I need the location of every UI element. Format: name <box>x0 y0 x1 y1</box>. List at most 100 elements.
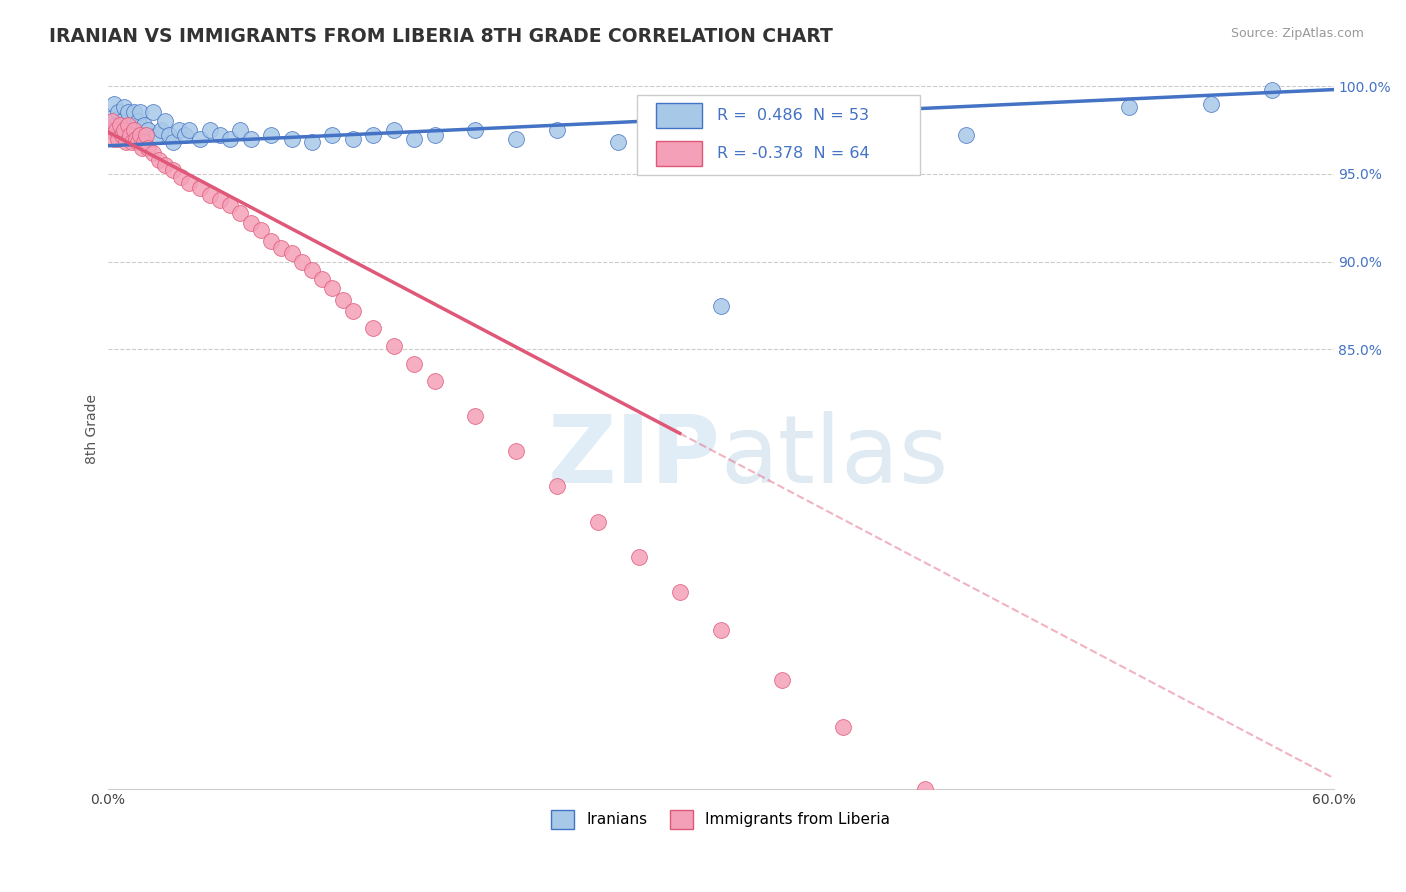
Point <box>103 96 125 111</box>
Point <box>149 123 172 137</box>
Point <box>423 374 446 388</box>
Point <box>100 111 122 125</box>
Text: Source: ZipAtlas.com: Source: ZipAtlas.com <box>1230 27 1364 40</box>
Point <box>131 140 153 154</box>
Point <box>914 781 936 796</box>
Point <box>112 123 135 137</box>
Point <box>127 114 149 128</box>
Point <box>208 193 231 207</box>
Point <box>188 181 211 195</box>
FancyBboxPatch shape <box>655 103 702 128</box>
Point <box>103 132 125 146</box>
Point <box>229 123 252 137</box>
Point <box>157 128 180 143</box>
Point <box>382 123 405 137</box>
Point <box>404 357 426 371</box>
Point <box>239 216 262 230</box>
Point <box>311 272 333 286</box>
Point <box>138 140 160 154</box>
Point <box>112 100 135 114</box>
Point <box>134 136 156 150</box>
Point <box>280 132 302 146</box>
Point <box>321 128 343 143</box>
Point <box>995 820 1018 834</box>
Point <box>135 128 157 143</box>
Point <box>129 128 152 143</box>
Point <box>332 293 354 308</box>
Point <box>111 114 134 128</box>
Point <box>627 549 650 564</box>
Point <box>148 153 170 167</box>
FancyBboxPatch shape <box>637 95 921 175</box>
Point <box>709 299 731 313</box>
Point <box>120 128 142 143</box>
Point <box>423 128 446 143</box>
Point <box>131 128 153 143</box>
Point <box>121 128 143 143</box>
Point <box>104 118 127 132</box>
Point <box>98 123 121 137</box>
FancyBboxPatch shape <box>655 141 702 166</box>
Point <box>361 321 384 335</box>
Point <box>179 176 201 190</box>
Point <box>208 128 231 143</box>
Point <box>122 123 145 137</box>
Point <box>145 128 167 143</box>
Point <box>174 128 197 143</box>
Point <box>250 223 273 237</box>
Point <box>125 123 148 137</box>
Point <box>219 198 242 212</box>
Point <box>505 444 527 458</box>
Point <box>464 409 486 424</box>
Point <box>301 136 323 150</box>
Point <box>115 136 138 150</box>
Point <box>1199 96 1222 111</box>
Point <box>811 123 834 137</box>
Point <box>239 132 262 146</box>
Point <box>170 170 193 185</box>
Point <box>342 304 364 318</box>
Point <box>167 123 190 137</box>
Point <box>291 254 314 268</box>
Y-axis label: 8th Grade: 8th Grade <box>86 393 100 464</box>
Point <box>546 479 568 493</box>
Point <box>301 263 323 277</box>
Point <box>142 145 165 160</box>
Point <box>104 123 127 137</box>
Point <box>770 673 793 687</box>
Point <box>121 136 143 150</box>
Point <box>668 584 690 599</box>
Point <box>1118 100 1140 114</box>
Point <box>260 128 283 143</box>
Point <box>107 132 129 146</box>
Point <box>122 105 145 120</box>
Point <box>198 123 221 137</box>
Point <box>107 105 129 120</box>
Point <box>108 123 131 137</box>
Point <box>321 281 343 295</box>
Point <box>219 132 242 146</box>
Text: IRANIAN VS IMMIGRANTS FROM LIBERIA 8TH GRADE CORRELATION CHART: IRANIAN VS IMMIGRANTS FROM LIBERIA 8TH G… <box>49 27 834 45</box>
Point <box>709 624 731 638</box>
Text: R =  0.486  N = 53: R = 0.486 N = 53 <box>717 108 869 123</box>
Point <box>125 132 148 146</box>
Point <box>162 136 184 150</box>
Point <box>117 105 139 120</box>
Point <box>382 339 405 353</box>
Text: R = -0.378  N = 64: R = -0.378 N = 64 <box>717 146 869 161</box>
Point <box>134 118 156 132</box>
Point <box>138 123 160 137</box>
Point <box>111 128 134 143</box>
Point <box>120 118 142 132</box>
Point <box>129 105 152 120</box>
Point <box>342 132 364 146</box>
Point <box>1261 82 1284 96</box>
Point <box>100 114 122 128</box>
Point <box>142 105 165 120</box>
Point <box>127 136 149 150</box>
Point <box>162 163 184 178</box>
Point <box>270 241 292 255</box>
Point <box>464 123 486 137</box>
Point <box>117 118 139 132</box>
Point <box>832 720 855 734</box>
